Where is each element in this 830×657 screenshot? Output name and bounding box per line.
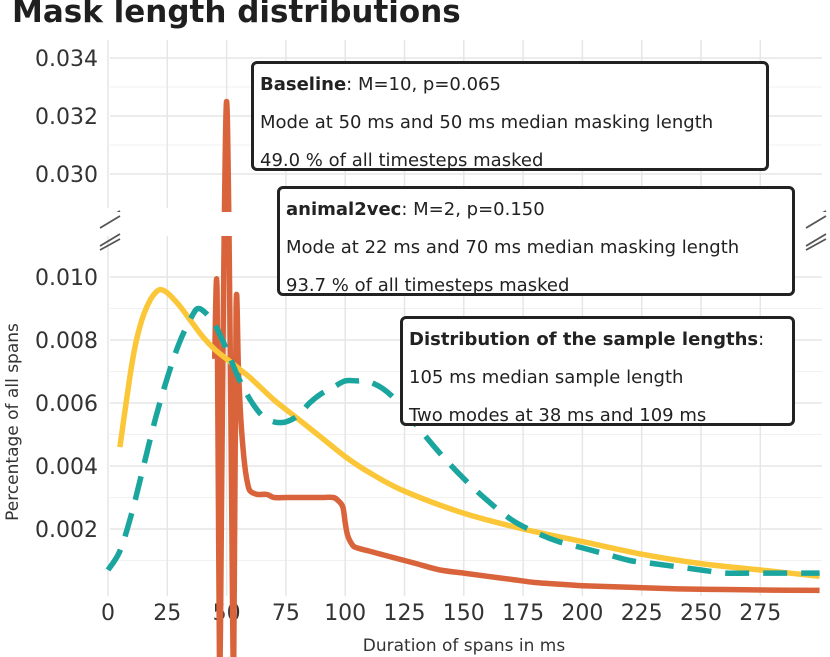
- y-tick-labels: 0.002 0.004 0.006 0.008 0.010 0.030 0.032 0.034: [35, 47, 98, 543]
- x-tick-label: 275: [739, 601, 781, 626]
- y-axis-label: Percentage of all spans: [3, 323, 23, 521]
- annotation-animal2vec: animal2vec: M=2, p=0.150 Mode at 22 ms a…: [277, 186, 795, 296]
- annotation-sample-lengths-header-rest: :: [758, 329, 765, 350]
- annotation-sample-lengths-header-bold: Distribution of the sample lengths: [409, 329, 759, 350]
- annotation-animal2vec-header-rest: : M=2, p=0.150: [401, 199, 545, 220]
- x-tick-label: 225: [621, 601, 663, 626]
- x-tick-label: 125: [384, 601, 426, 626]
- annotation-sample-lengths-line3: Two modes at 38 ms and 109 ms: [409, 405, 707, 426]
- series-line-2: [105, 305, 820, 577]
- x-tick-labels: 0 25 50 75 100 125 150 175 200 225 250 275: [101, 601, 781, 626]
- x-tick-label: 175: [502, 601, 544, 626]
- x-tick-label: 150: [443, 601, 485, 626]
- x-tick-label: 75: [272, 601, 300, 626]
- annotation-animal2vec-line2: Mode at 22 ms and 70 ms median masking l…: [286, 237, 740, 258]
- annotation-animal2vec-header-bold: animal2vec: [286, 199, 402, 220]
- series-line-1: [117, 286, 820, 580]
- annotation-baseline: Baseline: M=10, p=0.065 Mode at 50 ms an…: [251, 61, 769, 171]
- x-axis-label: Duration of spans in ms: [363, 636, 566, 656]
- x-tick-label: 25: [153, 601, 181, 626]
- y-tick-label: 0.034: [35, 47, 98, 72]
- axis-break-mark: [805, 215, 827, 229]
- x-tick-label: 200: [561, 601, 603, 626]
- y-tick-label: 0.030: [35, 163, 98, 188]
- annotation-baseline-header-rest: : M=10, p=0.065: [346, 74, 501, 95]
- chart-title: Mask length distributions: [12, 0, 461, 30]
- y-tick-label: 0.004: [35, 455, 98, 480]
- series-line-0: [211, 98, 820, 657]
- annotation-baseline-line3: 49.0 % of all timesteps masked: [260, 150, 544, 171]
- x-tick-label: 250: [680, 601, 722, 626]
- y-tick-label: 0.032: [35, 105, 98, 130]
- annotation-animal2vec-line3: 93.7 % of all timesteps masked: [286, 275, 570, 296]
- y-tick-label: 0.006: [35, 392, 98, 417]
- axis-break-mark: [99, 238, 121, 251]
- y-tick-label: 0.008: [35, 329, 98, 354]
- axis-break-mark: [99, 233, 121, 247]
- annotation-baseline-header-bold: Baseline: [260, 74, 347, 95]
- annotation-baseline-line2: Mode at 50 ms and 50 ms median masking l…: [260, 112, 714, 133]
- axis-break-mark: [805, 238, 827, 251]
- axis-break-mark: [99, 215, 121, 229]
- annotation-sample-lengths: Distribution of the sample lengths: 105 …: [400, 316, 795, 426]
- annotation-sample-lengths-line2: 105 ms median sample length: [409, 367, 684, 388]
- axis-break-mark: [805, 233, 827, 247]
- x-tick-label: 100: [324, 601, 366, 626]
- x-tick-label: 0: [101, 601, 115, 626]
- y-tick-label: 0.010: [35, 266, 98, 291]
- y-tick-label: 0.002: [35, 518, 98, 543]
